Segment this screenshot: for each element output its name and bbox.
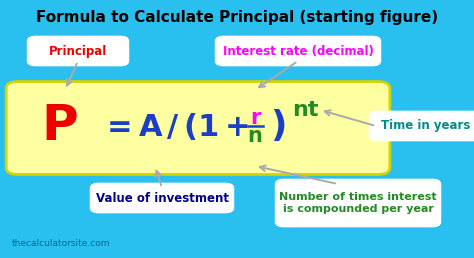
Text: ): ) [270, 109, 286, 143]
Text: Time in years: Time in years [381, 119, 471, 133]
Text: Value of investment: Value of investment [95, 191, 228, 205]
Text: P: P [42, 102, 78, 150]
Text: Interest rate (decimal): Interest rate (decimal) [223, 44, 374, 58]
FancyBboxPatch shape [6, 82, 390, 174]
Text: Formula to Calculate Principal (starting figure): Formula to Calculate Principal (starting… [36, 10, 438, 25]
FancyBboxPatch shape [91, 183, 234, 213]
FancyBboxPatch shape [27, 36, 128, 66]
Text: nt: nt [292, 100, 318, 120]
FancyBboxPatch shape [275, 179, 440, 227]
Text: r: r [250, 108, 260, 128]
Text: $\mathbf{= A\,/\,(1+}$: $\mathbf{= A\,/\,(1+}$ [101, 110, 249, 141]
FancyBboxPatch shape [216, 36, 381, 66]
Text: Principal: Principal [49, 44, 107, 58]
Text: thecalculatorsite.com: thecalculatorsite.com [12, 239, 110, 248]
Text: n: n [247, 126, 263, 146]
Text: Number of times interest
is compounded per year: Number of times interest is compounded p… [279, 192, 437, 214]
FancyBboxPatch shape [369, 111, 474, 141]
